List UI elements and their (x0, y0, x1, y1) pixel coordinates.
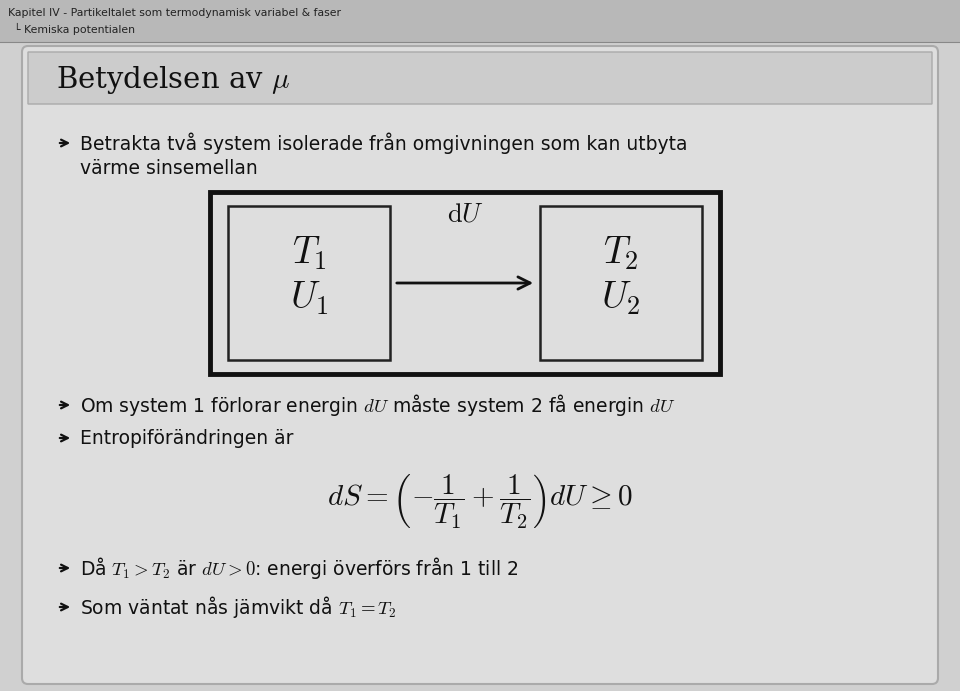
Text: $\mathrm{d}U$: $\mathrm{d}U$ (446, 201, 484, 227)
Bar (228, 206, 390, 360)
FancyBboxPatch shape (28, 52, 932, 104)
Text: Då $T_1 > T_2$ är $dU > 0$: energi överförs från 1 till 2: Då $T_1 > T_2$ är $dU > 0$: energi överf… (80, 555, 518, 581)
Text: Som väntat nås jämvikt då $T_1 = T_2$: Som väntat nås jämvikt då $T_1 = T_2$ (80, 594, 396, 620)
Text: Om system 1 förlorar energin $dU$ måste system 2 få energin $dU$: Om system 1 förlorar energin $dU$ måste … (80, 392, 676, 418)
Text: $T_2$: $T_2$ (603, 234, 638, 272)
Text: $U_1$: $U_1$ (290, 279, 328, 316)
Text: $T_1$: $T_1$ (292, 234, 326, 272)
Text: värme sinsemellan: värme sinsemellan (80, 158, 257, 178)
Text: Kapitel IV - Partikeltalet som termodynamisk variabel & faser: Kapitel IV - Partikeltalet som termodyna… (8, 8, 341, 18)
Text: Betydelsen av $\mu$: Betydelsen av $\mu$ (56, 64, 290, 96)
Bar (210, 192, 720, 374)
Bar (0, 0, 960, 42)
Text: Betrakta två system isolerade från omgivningen som kan utbyta: Betrakta två system isolerade från omgiv… (80, 132, 687, 154)
Bar (540, 206, 702, 360)
Text: $dS = \left( -\dfrac{1}{T_1} + \dfrac{1}{T_2} \right) dU \geq 0$: $dS = \left( -\dfrac{1}{T_1} + \dfrac{1}… (327, 473, 633, 531)
Text: └ Kemiska potentialen: └ Kemiska potentialen (14, 23, 135, 35)
FancyBboxPatch shape (22, 46, 938, 684)
Text: $U_2$: $U_2$ (601, 279, 640, 316)
Text: Entropiförändringen är: Entropiförändringen är (80, 428, 294, 448)
